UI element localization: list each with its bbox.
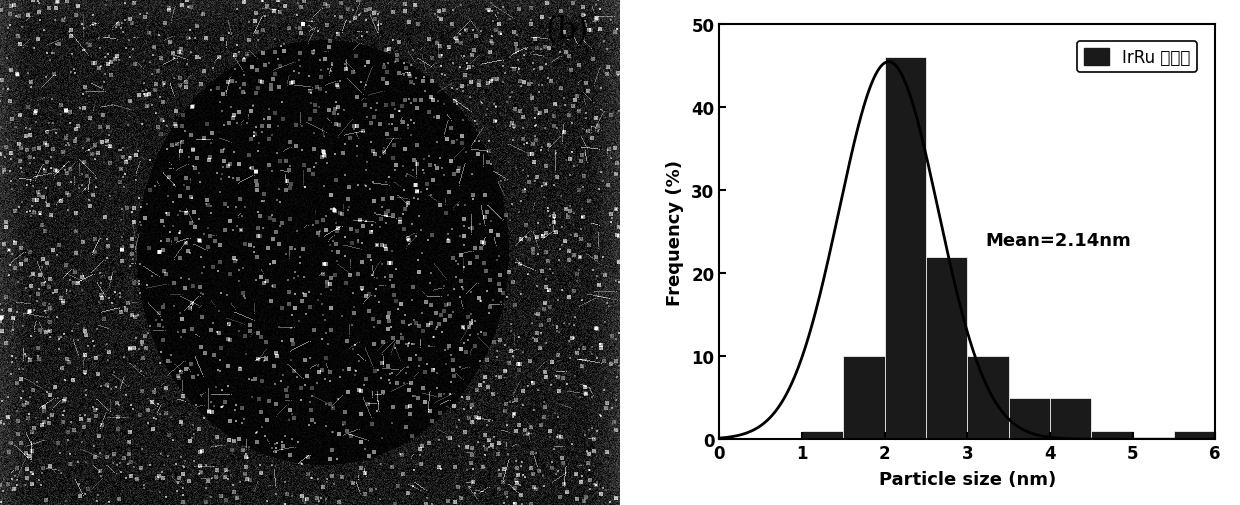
Bar (1008, 398, 1050, 439)
Legend: IrRu 纳米线: IrRu 纳米线 (1076, 42, 1197, 73)
Bar (884, 59, 926, 439)
X-axis label: Particle size (nm): Particle size (nm) (879, 471, 1055, 488)
Bar (1091, 431, 1132, 439)
Bar (926, 257, 967, 439)
Text: Mean=2.14nm: Mean=2.14nm (986, 232, 1131, 249)
Bar (967, 357, 1008, 439)
Bar (802, 431, 843, 439)
Bar (1174, 431, 1215, 439)
Bar (843, 357, 884, 439)
Text: (b): (b) (546, 15, 589, 46)
Y-axis label: Frequency (%): Frequency (%) (666, 160, 684, 305)
Bar (1050, 398, 1091, 439)
